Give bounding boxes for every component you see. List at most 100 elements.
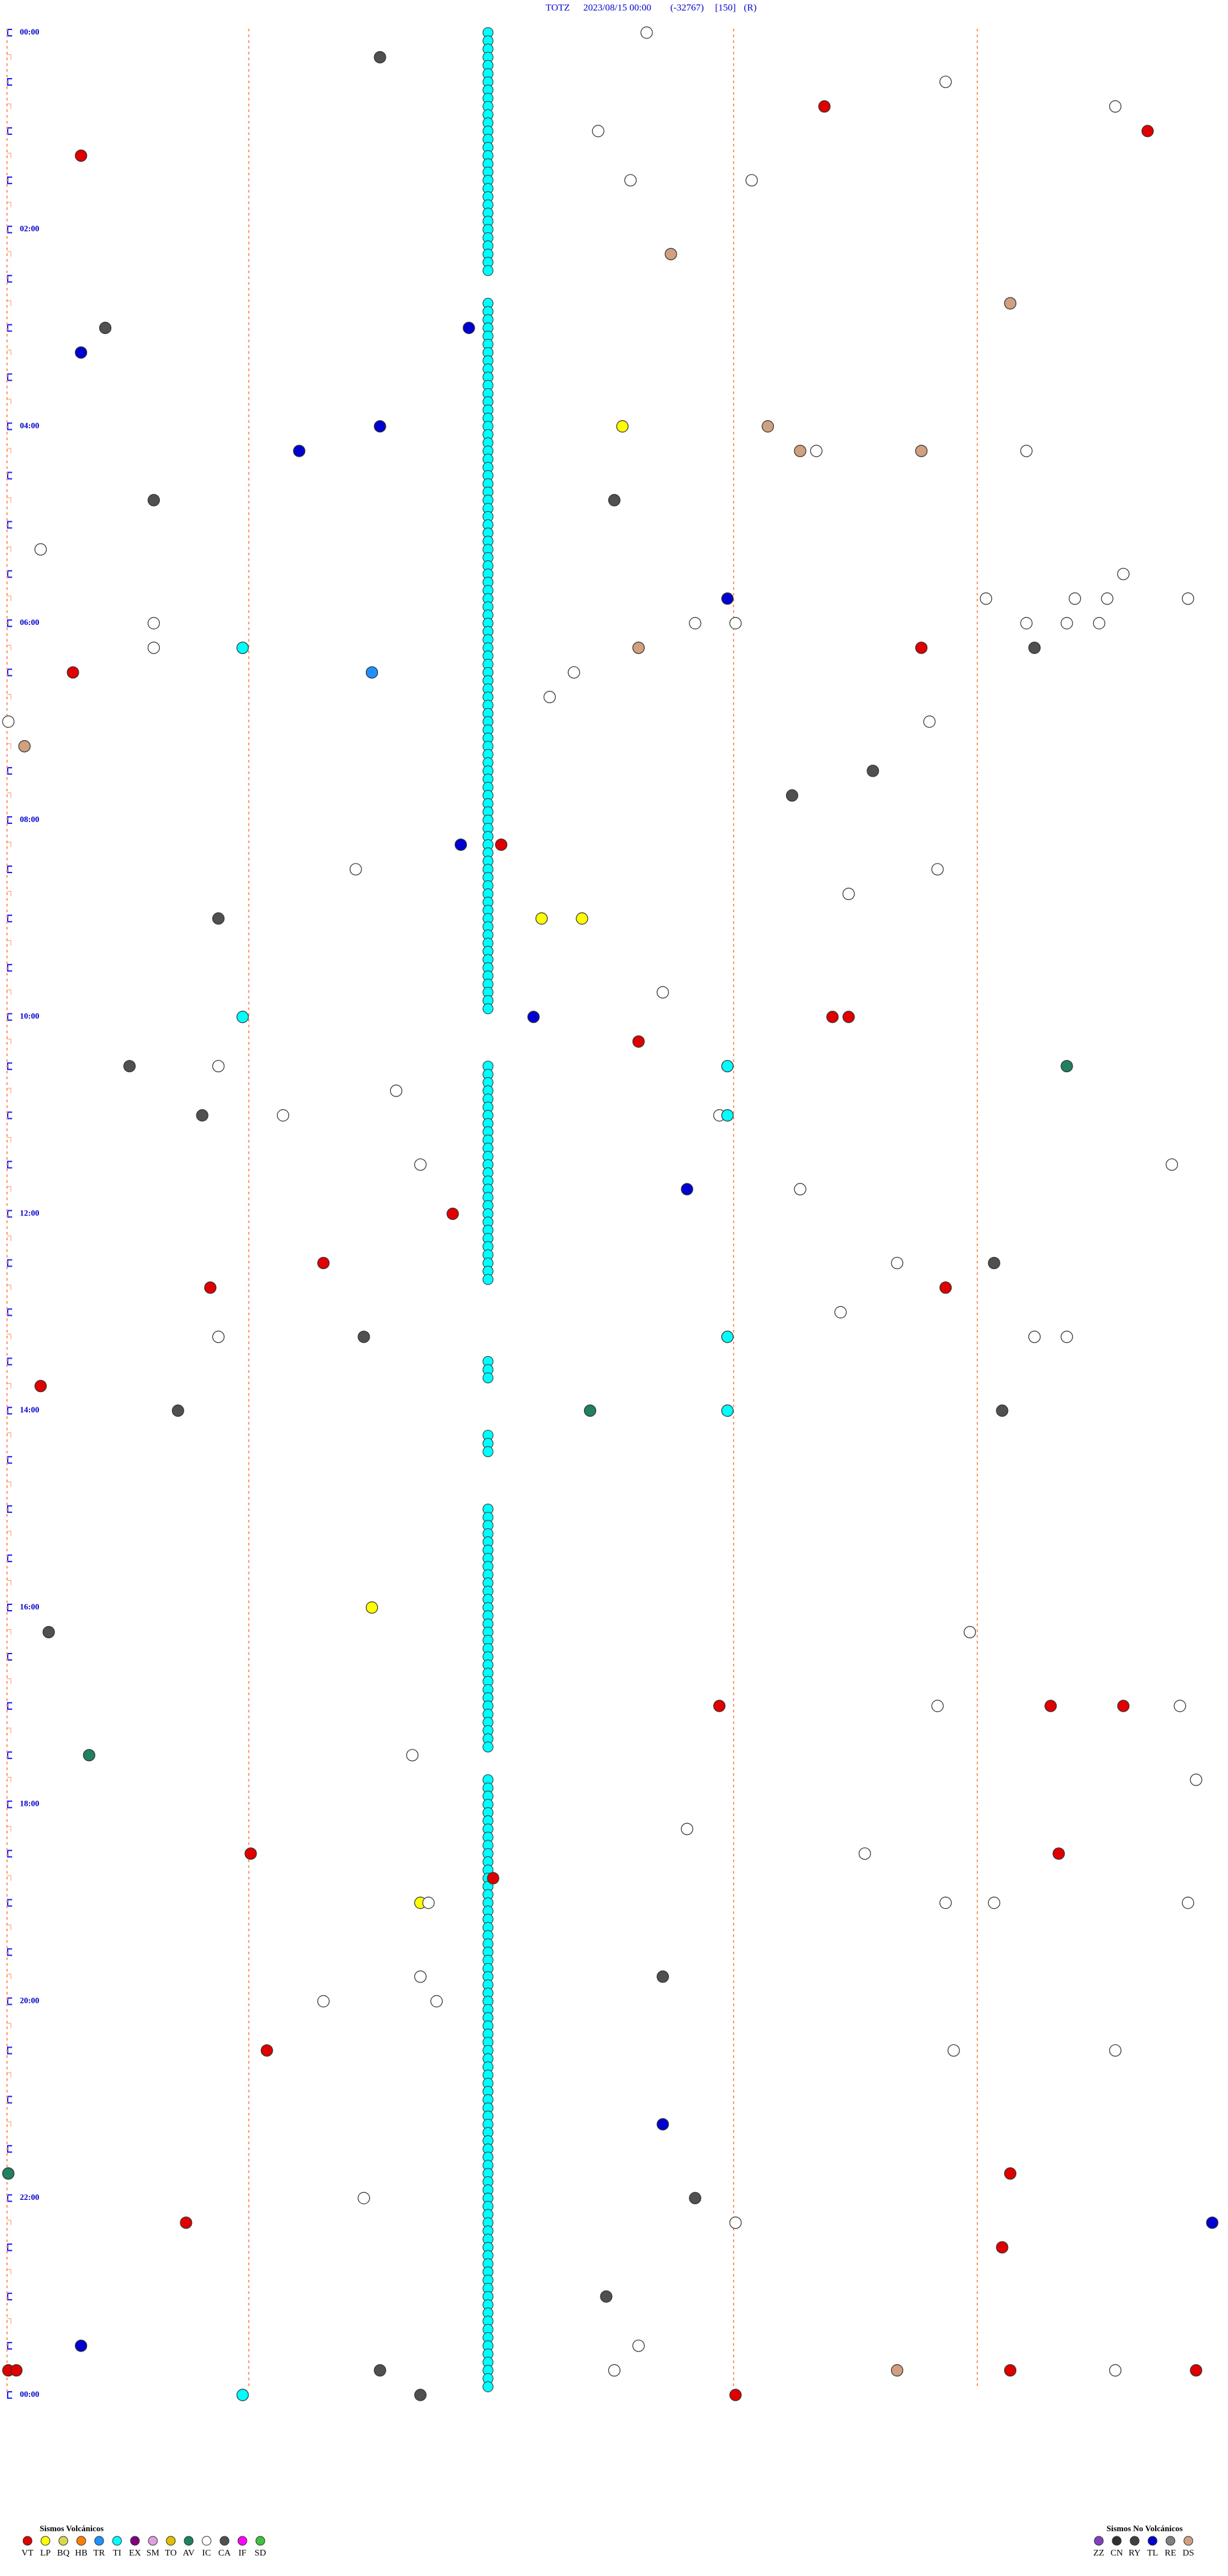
row-tick: [7, 201, 12, 208]
row-bracket: [7, 1751, 12, 1759]
event: [414, 2389, 427, 2401]
event: [842, 1011, 855, 1023]
event: [34, 1380, 47, 1393]
hour-label: 04:00: [20, 420, 39, 430]
row-tick: [7, 1186, 12, 1192]
row-bracket: [7, 1849, 12, 1858]
row-bracket: [7, 1407, 12, 1415]
row-bracket: [7, 77, 12, 86]
event: [374, 420, 386, 433]
event: [826, 1011, 839, 1023]
row-tick: [7, 1580, 12, 1586]
event: [1020, 617, 1033, 629]
event: [665, 248, 677, 260]
event: [963, 1625, 976, 1639]
event: [713, 1700, 726, 1712]
row-tick: [7, 2072, 12, 2078]
event: [1004, 297, 1017, 310]
hour-label: 02:00: [20, 224, 39, 233]
event: [988, 1897, 1000, 1909]
event: [99, 322, 112, 335]
event: [721, 1331, 734, 1343]
event: [446, 1207, 459, 1221]
event: [1190, 2364, 1202, 2377]
row-tick: [7, 694, 12, 700]
event: [123, 1060, 136, 1073]
event: [931, 863, 944, 876]
row-bracket: [7, 422, 12, 431]
legend-marker: [112, 2536, 122, 2546]
station: TOTZ: [546, 3, 570, 13]
event: [947, 2044, 960, 2057]
row-bracket: [7, 865, 12, 873]
event: [761, 420, 775, 433]
event: [632, 1035, 645, 1048]
legend-label: TL: [1147, 2548, 1158, 2558]
row-bracket: [7, 2293, 12, 2301]
event: [721, 1060, 734, 1073]
event: [212, 1331, 225, 1343]
row-tick: [7, 1284, 12, 1290]
legend-marker: [1130, 2536, 1140, 2546]
event: [583, 1404, 597, 1417]
hour-label: 10:00: [20, 1011, 39, 1021]
event: [632, 2339, 645, 2352]
row-tick: [7, 399, 12, 405]
event: [430, 1995, 443, 2008]
legend-label: SM: [146, 2548, 160, 2558]
event: [1052, 1847, 1065, 1860]
legend-label: ZZ: [1093, 2548, 1104, 2558]
event: [632, 642, 645, 654]
row-bracket: [7, 471, 12, 480]
row-tick: [7, 1826, 12, 1832]
event: [931, 1700, 944, 1712]
row-bracket: [7, 570, 12, 578]
event: [842, 887, 855, 901]
event: [1101, 592, 1114, 605]
row-bracket: [7, 2145, 12, 2153]
legend-label: LP: [40, 2548, 51, 2558]
event: [939, 1897, 952, 1909]
legend-label: DS: [1183, 2548, 1194, 2558]
hour-label: 22:00: [20, 2192, 39, 2202]
row-bracket: [7, 1505, 12, 1513]
legend-label: CA: [218, 2548, 231, 2558]
row-bracket: [7, 1604, 12, 1611]
event: [1165, 1158, 1178, 1171]
event: [365, 666, 379, 679]
row-tick: [7, 1038, 12, 1045]
legend-label: TI: [113, 2548, 122, 2558]
row-tick: [7, 793, 12, 798]
event: [374, 51, 386, 64]
hour-label: 14:00: [20, 1405, 39, 1414]
legend-marker: [58, 2536, 68, 2546]
event: [681, 1822, 693, 1835]
row-tick: [7, 989, 12, 995]
legend-label: BQ: [57, 2548, 69, 2558]
event: [729, 2216, 742, 2229]
row-tick: [7, 300, 12, 306]
event: [1206, 2216, 1218, 2229]
event: [535, 912, 548, 925]
event: [996, 1404, 1009, 1417]
event: [260, 2044, 273, 2057]
row-bracket: [7, 373, 12, 381]
event: [495, 838, 508, 851]
event: [414, 1970, 427, 1983]
event: [2, 715, 15, 728]
row-tick: [7, 1137, 12, 1143]
row-bracket: [7, 1062, 12, 1070]
legend-label: EX: [129, 2548, 141, 2558]
row-bracket: [7, 176, 12, 184]
legend-marker: [255, 2536, 265, 2546]
event: [1109, 100, 1122, 113]
event: [616, 420, 629, 433]
code: (-32767): [670, 3, 704, 13]
row-bracket: [7, 29, 12, 36]
row-bracket: [7, 914, 12, 922]
event: [939, 1281, 952, 1294]
event: [236, 642, 249, 654]
event: [543, 691, 556, 704]
row-bracket: [7, 2194, 12, 2202]
